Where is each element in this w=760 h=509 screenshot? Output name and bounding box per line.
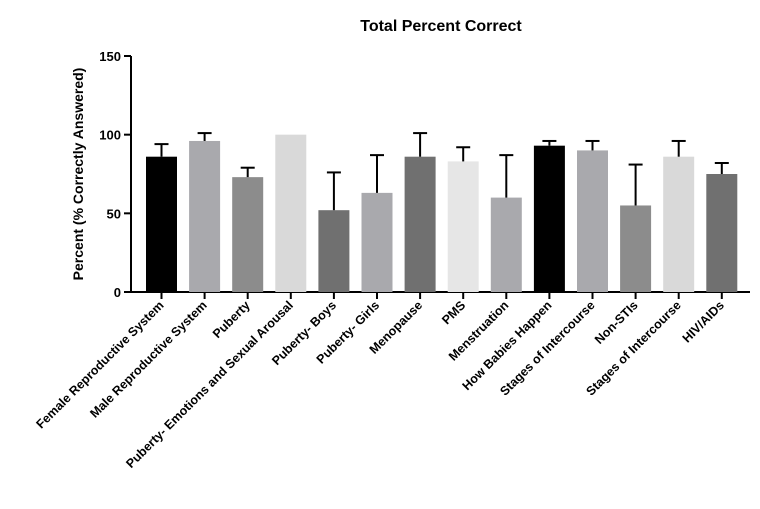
bar xyxy=(706,174,738,292)
bar xyxy=(189,140,221,292)
y-tick-label: 50 xyxy=(107,206,121,221)
bar xyxy=(232,177,264,292)
chart-title: Total Percent Correct xyxy=(360,18,522,35)
bar xyxy=(447,161,479,292)
bar xyxy=(577,150,608,292)
bar xyxy=(275,134,307,292)
bar xyxy=(620,205,652,292)
y-tick-label: 150 xyxy=(99,49,121,64)
y-axis-label: Percent (% Correctly Answered) xyxy=(70,68,86,281)
bar xyxy=(361,192,393,292)
x-tick-label: PMS xyxy=(439,298,468,327)
bar xyxy=(490,197,522,292)
y-tick-label: 100 xyxy=(99,128,121,143)
x-tick-label: HIV/AIDs xyxy=(680,298,727,345)
bar xyxy=(318,210,350,292)
x-tick-label: Puberty xyxy=(210,298,253,341)
bar xyxy=(663,156,695,292)
bar xyxy=(533,145,565,292)
bar xyxy=(404,156,436,292)
bar xyxy=(146,156,177,292)
y-tick-label: 0 xyxy=(114,285,121,300)
